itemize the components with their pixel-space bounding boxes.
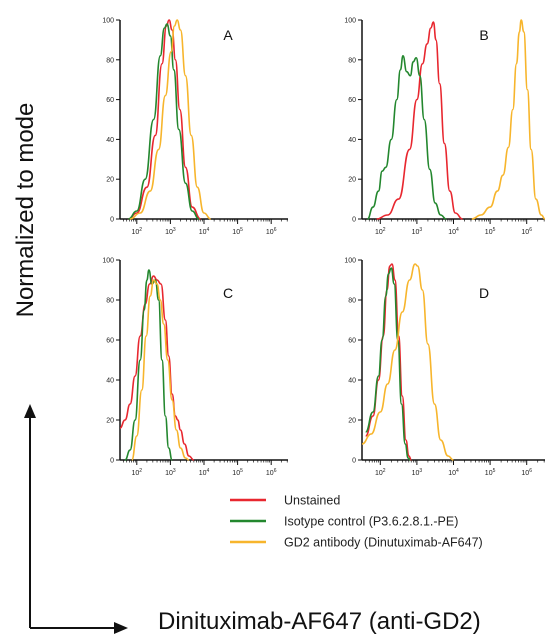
y-tick-label: 40	[348, 378, 356, 385]
x-tick-label: 103	[165, 468, 176, 477]
y-tick-label: 100	[344, 258, 356, 265]
y-tick-label: 40	[348, 137, 356, 144]
x-tick-label: 105	[485, 227, 496, 236]
y-tick-label: 20	[348, 177, 356, 184]
x-tick-label: 106	[521, 227, 532, 236]
y-tick-label: 40	[106, 137, 114, 144]
series-line-1	[365, 263, 412, 461]
panel-letter: C	[223, 285, 233, 301]
panel-A: 0 20 40 60 80 100 102 103 104 105 106 A	[102, 18, 288, 236]
series-line-2	[128, 23, 200, 220]
y-tick-label: 0	[352, 217, 356, 224]
y-tick-label: 100	[102, 258, 114, 265]
panel-letter: D	[479, 285, 489, 301]
y-tick-label: 0	[110, 458, 114, 465]
x-tick-label: 104	[199, 468, 210, 477]
y-tick-label: 100	[344, 18, 356, 25]
y-tick-label: 60	[106, 97, 114, 104]
series-line-3	[471, 19, 546, 220]
y-axis-title: Normalized to mode	[12, 102, 39, 318]
y-tick-label: 100	[102, 18, 114, 25]
series-line-1	[376, 21, 463, 220]
x-tick-label: 103	[412, 227, 423, 236]
series-line-2	[124, 269, 173, 461]
legend: Unstained Isotype control (P3.6.2.8.1.-PE…	[230, 494, 483, 550]
x-tick-label: 106	[521, 468, 532, 477]
y-tick-label: 20	[106, 418, 114, 425]
x-tick-label: 104	[448, 468, 459, 477]
axis-arrows	[24, 404, 128, 634]
x-tick-label: 102	[132, 227, 143, 236]
x-tick-label: 103	[412, 468, 423, 477]
legend-label: Isotype control (P3.6.2.8.1.-PE)	[284, 515, 458, 529]
x-tick-label: 104	[448, 227, 459, 236]
y-tick-label: 40	[106, 378, 114, 385]
x-tick-label: 102	[132, 468, 143, 477]
x-tick-label: 105	[485, 468, 496, 477]
y-tick-label: 0	[352, 458, 356, 465]
x-arrowhead-icon	[114, 622, 128, 634]
panel-D: 0 20 40 60 80 100 102 103 104 105 106 D	[344, 258, 545, 477]
y-arrowhead-icon	[24, 404, 36, 418]
series-line-1	[128, 19, 201, 220]
series-line-3	[131, 279, 190, 461]
y-tick-label: 20	[106, 177, 114, 184]
y-tick-label: 80	[348, 57, 356, 64]
panels: 0 20 40 60 80 100 102 103 104 105 106 A 0 20 40 60 80 100…	[102, 18, 546, 477]
x-tick-label: 102	[375, 468, 386, 477]
y-tick-label: 0	[110, 217, 114, 224]
y-tick-label: 20	[348, 418, 356, 425]
series-line-2	[367, 55, 447, 220]
y-tick-label: 60	[348, 97, 356, 104]
panel-letter: B	[479, 27, 488, 43]
x-tick-label: 106	[266, 227, 277, 236]
panel-B: 0 20 40 60 80 100 102 103 104 105 106 B	[344, 18, 546, 236]
x-tick-label: 103	[165, 227, 176, 236]
y-tick-label: 80	[106, 57, 114, 64]
legend-label: GD2 antibody (Dinutuximab-AF647)	[284, 536, 483, 550]
legend-label: Unstained	[284, 494, 340, 508]
x-tick-label: 102	[375, 227, 386, 236]
series-line-3	[361, 263, 454, 461]
x-tick-label: 105	[232, 468, 243, 477]
x-tick-label: 105	[232, 227, 243, 236]
y-tick-label: 60	[106, 338, 114, 345]
panel-letter: A	[223, 27, 233, 43]
x-tick-label: 104	[199, 227, 210, 236]
y-tick-label: 80	[106, 298, 114, 305]
series-line-2	[365, 267, 411, 461]
y-tick-label: 80	[348, 298, 356, 305]
y-tick-label: 60	[348, 338, 356, 345]
series-line-3	[129, 19, 211, 220]
x-axis-title: Dinituximab-AF647 (anti-GD2)	[158, 608, 481, 635]
series-line-1	[119, 275, 195, 461]
x-tick-label: 106	[266, 468, 277, 477]
panel-C: 0 20 40 60 80 100 102 103 104 105 106 C	[102, 258, 288, 477]
y-axis-title-container: Normalized to mode	[6, 60, 46, 360]
